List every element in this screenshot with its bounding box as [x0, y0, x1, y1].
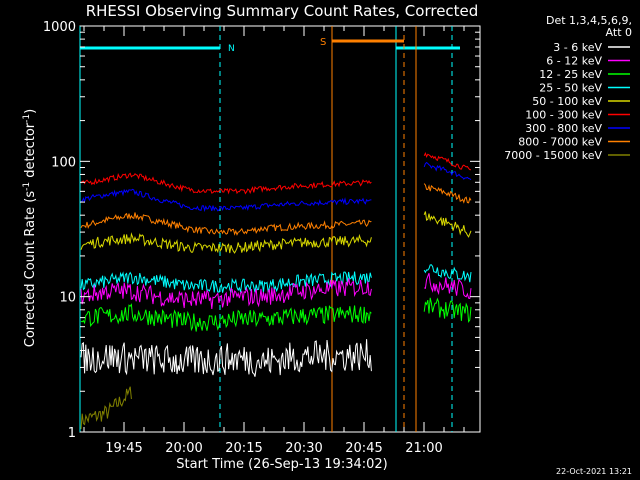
mode-flags: NS [79, 26, 460, 432]
legend-entry-label: 100 - 300 keV [525, 109, 602, 122]
legend-entry-label: 50 - 100 keV [532, 95, 602, 108]
legend-entry-label: 7000 - 15000 keV [504, 149, 602, 162]
x-tick-label: 20:00 [165, 441, 202, 456]
legend-entry-label: 25 - 50 keV [539, 82, 602, 95]
night-flag-label: N [228, 44, 235, 54]
series-line [80, 183, 472, 236]
x-tick-label: 20:30 [285, 441, 322, 456]
x-tick-label: 20:45 [345, 441, 382, 456]
y-axis-label-sup2: -1 [22, 114, 32, 123]
y-tick-label: 10 [59, 291, 76, 306]
legend-entry-label: 3 - 6 keV [553, 41, 602, 54]
series-line [80, 264, 472, 293]
series-line [80, 386, 132, 430]
y-axis-ticks: 1000 100 10 1 [43, 20, 480, 441]
legend-entry-label: 800 - 7000 keV [518, 136, 602, 149]
series-line [80, 161, 472, 213]
series-line [80, 151, 472, 195]
y-tick-label: 100 [51, 155, 76, 170]
y-axis-label-sup1: -1 [22, 182, 32, 191]
saa-flag-label: S [320, 37, 326, 48]
series-line [80, 339, 372, 377]
x-tick-label: 19:45 [105, 441, 142, 456]
legend-entry-label: 300 - 800 keV [525, 122, 602, 135]
footer-date: 22-Oct-2021 13:21 [556, 467, 632, 476]
x-tick-label: 20:15 [225, 441, 262, 456]
series-line [80, 273, 472, 309]
y-axis-label-mid: detector [23, 122, 38, 182]
legend-header: Det 1,3,4,5,6,9, [546, 14, 632, 27]
x-axis-ticks: 19:45 20:00 20:15 20:30 20:45 21:00 [83, 26, 465, 456]
x-axis-label: Start Time (26-Sep-13 19:34:02) [176, 457, 387, 472]
series-line [80, 297, 472, 332]
legend-entry-label: 12 - 25 keV [539, 68, 602, 81]
legend-entry-label: 6 - 12 keV [546, 55, 602, 68]
y-axis-label-main: Corrected Count Rate (s [23, 191, 38, 348]
series-lines [80, 151, 472, 430]
y-axis-label: Corrected Count Rate (s-1 detector-1) [22, 109, 38, 347]
y-tick-label: 1 [68, 426, 76, 441]
series-line [80, 211, 472, 254]
y-axis-label-end: ) [23, 109, 38, 114]
legend-header: Att 0 [606, 26, 632, 39]
x-tick-label: 21:00 [405, 441, 442, 456]
chart-title: RHESSI Observing Summary Count Rates, Co… [86, 2, 479, 20]
y-tick-label: 1000 [43, 20, 76, 35]
